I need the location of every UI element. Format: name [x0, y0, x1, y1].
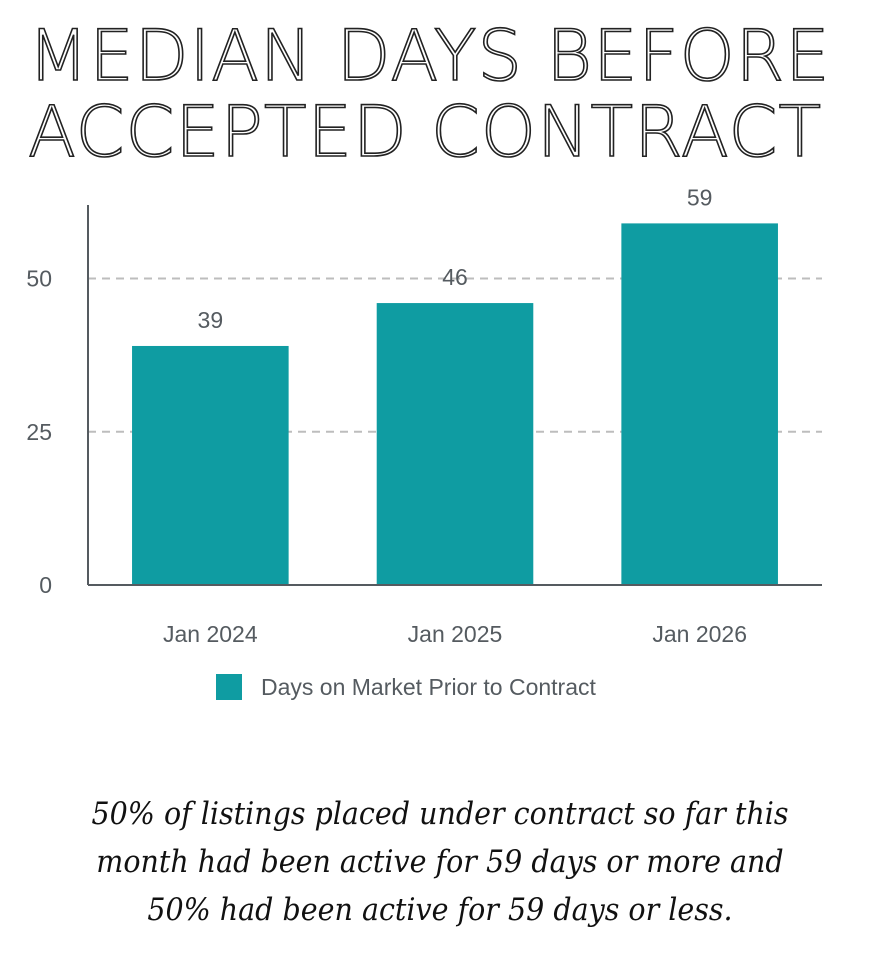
legend-label: Days on Market Prior to Contract [261, 673, 596, 700]
data-label-1: 46 [442, 264, 468, 290]
y-tick-label-25: 25 [26, 419, 52, 445]
chart-title-line-2: ACCEPTED CONTRACT [27, 91, 823, 173]
bar-jan-2026 [621, 223, 778, 586]
x-tick-label-2: Jan 2026 [652, 621, 747, 647]
chart-title: MEDIAN DAYS BEFORE ACCEPTED CONTRACT [27, 15, 868, 173]
x-tick-label-0: Jan 2024 [163, 621, 258, 647]
summary-note: 50% of listings placed under contract so… [72, 790, 808, 934]
labels: 0 25 50 39 Jan 2024 46 Jan 2025 59 Jan 2026 [26, 184, 747, 647]
y-tick-label-50: 50 [26, 266, 52, 292]
chart-title-line-1: MEDIAN DAYS BEFORE [27, 15, 831, 97]
y-tick-label-0: 0 [39, 572, 52, 598]
axes [87, 205, 822, 586]
data-label-2: 59 [687, 184, 713, 210]
data-label-0: 39 [198, 307, 224, 333]
legend-swatch [216, 674, 242, 700]
bar-jan-2024 [132, 345, 289, 585]
summary-note-line-3: 50% had been active for 59 days or less. [147, 892, 733, 928]
bar-jan-2025 [376, 303, 534, 585]
bars [132, 223, 778, 586]
x-tick-label-1: Jan 2025 [408, 621, 503, 647]
summary-note-line-2: month had been active for 59 days or mor… [96, 844, 784, 880]
chart-legend: Days on Market Prior to Contract [216, 672, 596, 702]
summary-note-line-1: 50% of listings placed under contract so… [91, 796, 789, 832]
bar-chart: 0 25 50 39 Jan 2024 46 Jan 2025 59 Jan 2026 [26, 184, 822, 647]
